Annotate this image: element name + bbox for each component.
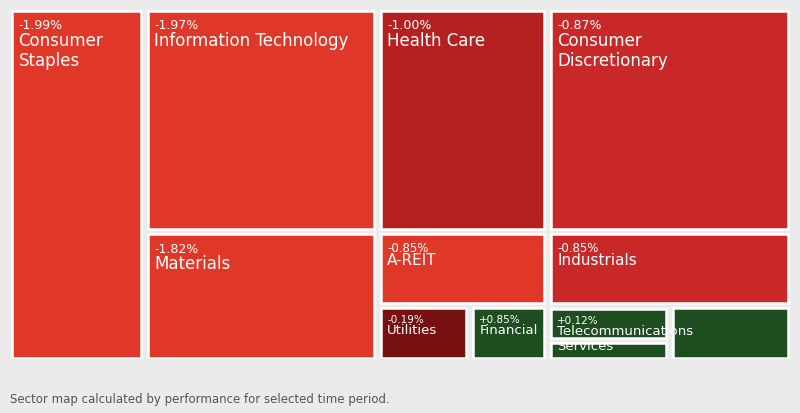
Text: Consumer
Discretionary: Consumer Discretionary	[558, 31, 668, 69]
Bar	[551, 235, 788, 303]
Text: -1.97%: -1.97%	[154, 19, 198, 32]
Text: -0.87%: -0.87%	[558, 19, 602, 32]
Text: -0.85%: -0.85%	[558, 242, 598, 255]
Bar	[673, 308, 788, 358]
Bar	[473, 308, 544, 358]
Bar	[551, 343, 666, 358]
Text: +0.85%: +0.85%	[479, 314, 521, 325]
Text: Industrials: Industrials	[558, 252, 637, 267]
Text: -1.99%: -1.99%	[18, 19, 62, 32]
Text: -1.82%: -1.82%	[154, 242, 198, 256]
Text: A-REIT: A-REIT	[387, 252, 437, 267]
Bar	[12, 12, 141, 358]
Text: Telecommunications
Services: Telecommunications Services	[558, 324, 694, 352]
Text: Consumer
Staples: Consumer Staples	[18, 31, 103, 69]
Bar	[148, 12, 374, 230]
Text: -1.00%: -1.00%	[387, 19, 431, 32]
Bar	[381, 12, 544, 230]
Text: Financial: Financial	[479, 323, 538, 337]
Text: Information Technology: Information Technology	[154, 31, 349, 50]
Text: Materials: Materials	[154, 255, 230, 273]
Text: +0.12%: +0.12%	[558, 315, 599, 325]
Bar	[381, 308, 466, 358]
Text: -0.85%: -0.85%	[387, 242, 429, 255]
Text: Utilities: Utilities	[387, 323, 438, 337]
Bar	[381, 235, 544, 303]
Bar	[148, 235, 374, 358]
Text: Sector map calculated by performance for selected time period.: Sector map calculated by performance for…	[10, 392, 390, 405]
Bar	[551, 309, 666, 338]
Text: Health Care: Health Care	[387, 31, 486, 50]
Bar	[551, 12, 788, 230]
Text: -0.19%: -0.19%	[387, 314, 424, 325]
